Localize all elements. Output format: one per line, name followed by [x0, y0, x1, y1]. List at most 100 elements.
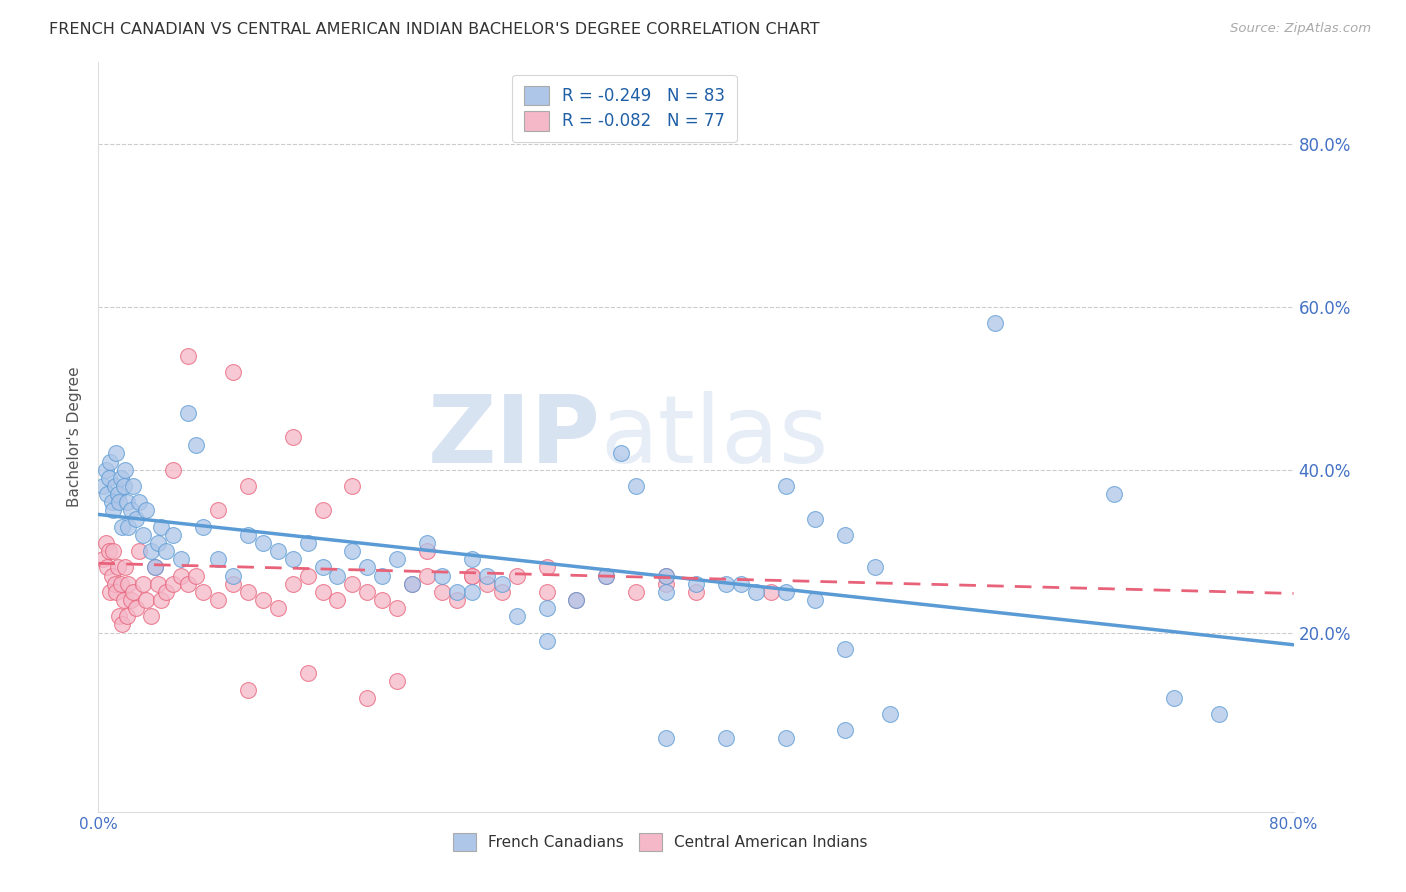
Point: [162, 528, 184, 542]
Point: [685, 584, 707, 599]
Point: [461, 552, 484, 566]
Point: [371, 568, 394, 582]
Point: [103, 503, 125, 517]
Point: [91, 479, 114, 493]
Point: [536, 560, 558, 574]
Point: [475, 576, 498, 591]
Point: [105, 584, 128, 599]
Legend: French Canadians, Central American Indians: French Canadians, Central American India…: [443, 824, 877, 860]
Point: [804, 511, 827, 525]
Point: [139, 544, 162, 558]
Point: [98, 584, 122, 599]
Point: [342, 544, 364, 558]
Point: [401, 576, 423, 591]
Point: [114, 560, 136, 574]
Point: [110, 471, 132, 485]
Text: Source: ZipAtlas.com: Source: ZipAtlas.com: [1230, 22, 1371, 36]
Point: [207, 593, 229, 607]
Point: [416, 536, 439, 550]
Point: [177, 406, 200, 420]
Y-axis label: Bachelor's Degree: Bachelor's Degree: [67, 367, 83, 508]
Point: [714, 731, 737, 746]
Point: [745, 584, 768, 599]
Point: [128, 495, 150, 509]
Point: [125, 601, 148, 615]
Point: [111, 519, 134, 533]
Point: [222, 365, 245, 379]
Point: [385, 674, 409, 689]
Point: [311, 503, 333, 517]
Point: [536, 633, 558, 648]
Point: [655, 576, 678, 591]
Point: [536, 584, 558, 599]
Point: [865, 560, 887, 574]
Point: [1208, 706, 1230, 721]
Point: [108, 609, 131, 624]
Point: [236, 479, 259, 493]
Point: [207, 503, 229, 517]
Text: ZIP: ZIP: [427, 391, 600, 483]
Point: [685, 576, 707, 591]
Text: atlas: atlas: [600, 391, 828, 483]
Point: [475, 568, 498, 582]
Point: [97, 544, 120, 558]
Point: [506, 568, 529, 582]
Point: [759, 584, 782, 599]
Point: [385, 552, 409, 566]
Point: [252, 593, 274, 607]
Point: [326, 593, 349, 607]
Point: [222, 576, 245, 591]
Point: [155, 584, 177, 599]
Point: [281, 552, 304, 566]
Point: [120, 503, 142, 517]
Point: [94, 463, 117, 477]
Point: [356, 560, 378, 574]
Point: [595, 568, 617, 582]
Point: [125, 511, 148, 525]
Point: [430, 584, 453, 599]
Point: [311, 584, 333, 599]
Point: [655, 568, 678, 582]
Point: [120, 593, 142, 607]
Point: [148, 576, 170, 591]
Point: [655, 568, 678, 582]
Point: [461, 584, 484, 599]
Point: [371, 593, 394, 607]
Point: [834, 641, 856, 656]
Point: [461, 568, 484, 582]
Point: [103, 544, 125, 558]
Point: [1163, 690, 1185, 705]
Point: [236, 528, 259, 542]
Point: [536, 601, 558, 615]
Point: [401, 576, 423, 591]
Point: [610, 446, 633, 460]
Point: [101, 568, 124, 582]
Point: [775, 584, 797, 599]
Point: [207, 552, 229, 566]
Point: [110, 576, 132, 591]
Point: [135, 503, 157, 517]
Point: [135, 593, 157, 607]
Point: [1104, 487, 1126, 501]
Point: [177, 349, 200, 363]
Point: [267, 544, 290, 558]
Point: [775, 479, 797, 493]
Point: [356, 690, 378, 705]
Point: [184, 438, 207, 452]
Point: [111, 617, 134, 632]
Point: [281, 430, 304, 444]
Point: [430, 568, 453, 582]
Point: [112, 479, 135, 493]
Point: [139, 609, 162, 624]
Point: [191, 584, 214, 599]
Point: [879, 706, 901, 721]
Point: [491, 584, 513, 599]
Point: [416, 544, 439, 558]
Point: [97, 471, 120, 485]
Point: [98, 454, 122, 468]
Point: [356, 584, 378, 599]
Point: [107, 487, 129, 501]
Point: [115, 609, 138, 624]
Point: [155, 544, 177, 558]
Point: [105, 446, 128, 460]
